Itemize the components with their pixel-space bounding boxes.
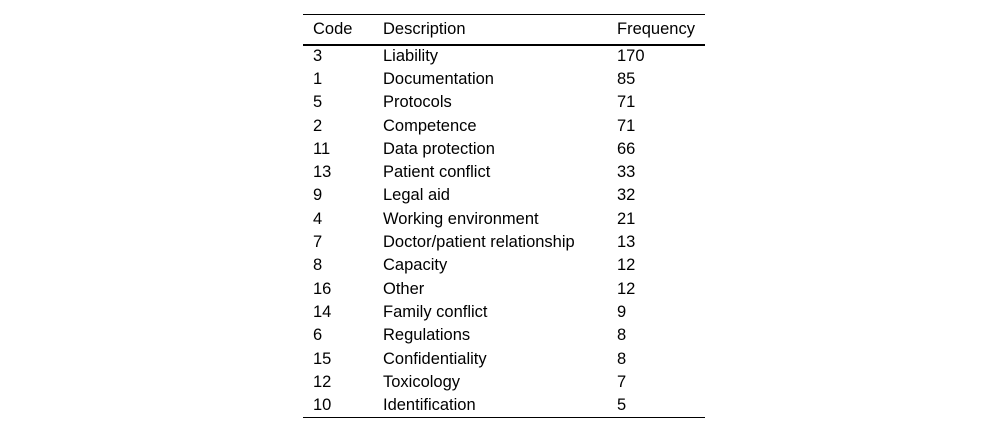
cell-code: 13 xyxy=(313,163,332,182)
cell-description: Toxicology xyxy=(383,372,461,391)
table-row: 4 Working environment 21 xyxy=(303,208,705,231)
cell-frequency: 32 xyxy=(617,186,636,205)
cell-frequency: 8 xyxy=(617,349,627,368)
cell-frequency: 12 xyxy=(617,279,636,298)
table-row: 2 Competence 71 xyxy=(303,114,705,137)
cell-code: 10 xyxy=(313,395,332,414)
table-row: 5 Protocols 71 xyxy=(303,91,705,114)
cell-description: Other xyxy=(383,279,425,298)
cell-description: Family conflict xyxy=(383,302,488,321)
table-row: 14 Family conflict 9 xyxy=(303,301,705,324)
cell-frequency: 7 xyxy=(617,372,627,391)
cell-frequency: 21 xyxy=(617,209,636,228)
cell-frequency: 85 xyxy=(617,69,636,88)
cell-frequency: 8 xyxy=(617,326,627,345)
cell-code: 7 xyxy=(313,233,323,252)
cell-description: Confidentiality xyxy=(383,349,487,368)
cell-description: Documentation xyxy=(383,69,494,88)
cell-code: 5 xyxy=(313,93,323,112)
table-row: 13 Patient conflict 33 xyxy=(303,161,705,184)
cell-code: 1 xyxy=(313,69,323,88)
cell-description: Competence xyxy=(383,116,477,135)
cell-description: Regulations xyxy=(383,326,471,345)
table-row: 16 Other 12 xyxy=(303,277,705,300)
column-header-description: Description xyxy=(383,19,466,38)
column-header-frequency: Frequency xyxy=(617,19,695,38)
cell-code: 3 xyxy=(313,47,323,66)
cell-frequency: 5 xyxy=(617,395,627,414)
cell-code: 15 xyxy=(313,349,332,368)
table-header: Code Description Frequency xyxy=(303,15,705,45)
cell-frequency: 13 xyxy=(617,233,636,252)
cell-frequency: 170 xyxy=(617,47,645,66)
column-header-code: Code xyxy=(313,19,353,38)
cell-code: 9 xyxy=(313,186,323,205)
cell-frequency: 71 xyxy=(617,116,636,135)
cell-code: 2 xyxy=(313,116,323,135)
cell-description: Legal aid xyxy=(383,186,450,205)
cell-description: Patient conflict xyxy=(383,163,491,182)
table-row: 15 Confidentiality 8 xyxy=(303,347,705,370)
table-row: 6 Regulations 8 xyxy=(303,324,705,347)
cell-frequency: 71 xyxy=(617,93,636,112)
cell-frequency: 33 xyxy=(617,163,636,182)
cell-frequency: 66 xyxy=(617,139,636,158)
cell-code: 16 xyxy=(313,279,332,298)
cell-description: Doctor/patient relationship xyxy=(383,233,575,252)
table-row: 12 Toxicology 7 xyxy=(303,371,705,394)
cell-description: Protocols xyxy=(383,93,452,112)
cell-code: 12 xyxy=(313,372,332,391)
cell-code: 6 xyxy=(313,326,323,345)
cell-code: 14 xyxy=(313,302,332,321)
table-body: 3 Liability 170 1 Documentation 85 5 Protocols 7… xyxy=(303,45,705,418)
table-row: 8 Capacity 12 xyxy=(303,254,705,277)
cell-description: Data protection xyxy=(383,139,495,158)
cell-code: 4 xyxy=(313,209,323,228)
table-row: 10 Identification 5 xyxy=(303,394,705,417)
cell-frequency: 9 xyxy=(617,302,627,321)
cell-frequency: 12 xyxy=(617,256,636,275)
cell-code: 8 xyxy=(313,256,323,275)
table-row: 3 Liability 170 xyxy=(303,45,705,68)
table-row: 11 Data protection 66 xyxy=(303,138,705,161)
cell-description: Liability xyxy=(383,47,439,66)
table-row: 9 Legal aid 32 xyxy=(303,184,705,207)
table-row: 1 Documentation 85 xyxy=(303,68,705,91)
cell-code: 11 xyxy=(313,139,331,158)
header-row: Code Description Frequency xyxy=(303,15,705,45)
cell-description: Identification xyxy=(383,395,476,414)
code-frequency-table: Code Description Frequency 3 Liability 170… xyxy=(303,14,705,418)
table-row: 7 Doctor/patient relationship 13 xyxy=(303,231,705,254)
cell-description: Working environment xyxy=(383,209,539,228)
cell-description: Capacity xyxy=(383,256,448,275)
